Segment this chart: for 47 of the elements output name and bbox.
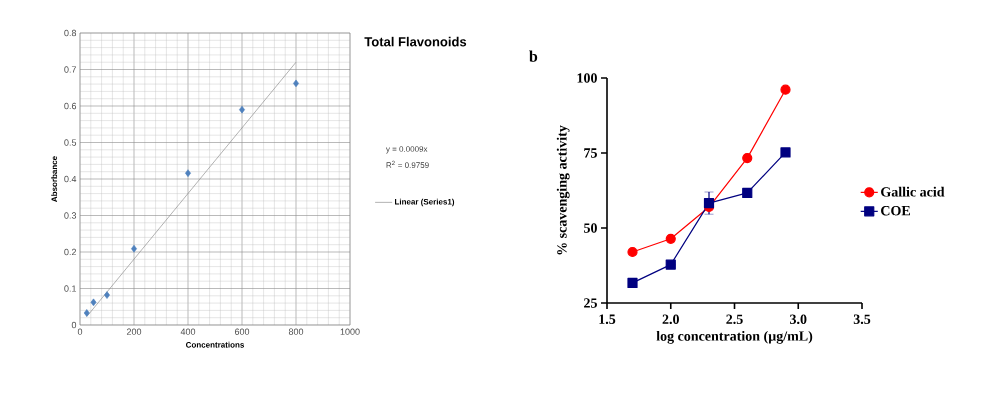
text: R$^{2}$ = 0.9759	[386, 160, 429, 168]
y-tick-label: 25	[584, 298, 597, 308]
point	[627, 246, 638, 258]
point	[742, 153, 753, 164]
legend-label: Linear (Series1)	[395, 198, 455, 207]
x-tick-label: 1.5	[599, 314, 616, 324]
point	[185, 169, 191, 177]
legend-label: COE	[881, 205, 910, 216]
x-tick-label: 600	[234, 328, 250, 335]
x-tick-label: 3.5	[853, 314, 871, 325]
chart-title: b	[529, 50, 538, 62]
point	[780, 147, 791, 158]
x-tick-label: 1000	[340, 328, 360, 335]
y-tick-label: 75	[584, 148, 597, 158]
x-tick-label: 200	[126, 328, 142, 335]
y-tick-label: 0.4	[64, 175, 77, 183]
point	[665, 259, 676, 270]
y-tick-label: 0.2	[64, 248, 77, 256]
y-tick-label: 0.1	[64, 285, 77, 292]
point	[627, 277, 638, 288]
point	[703, 198, 715, 209]
point	[665, 233, 676, 244]
y-axis-title: Absorbance	[51, 156, 58, 202]
y-tick-label: 0.8	[64, 29, 77, 37]
point	[104, 291, 110, 299]
x-tick-label: 3.0	[790, 314, 807, 325]
y-tick-label: 0.6	[64, 102, 77, 110]
text: Total Flavonoids	[364, 36, 467, 47]
y-tick-label: 0.3	[64, 212, 77, 219]
y-tick-label: 50	[584, 223, 597, 233]
point	[742, 187, 753, 198]
x-tick-label: 400	[180, 328, 196, 335]
y-tick-label: 0.5	[64, 139, 77, 146]
x-axis-title: log concentration (µg/mL)	[656, 330, 813, 344]
point	[83, 309, 90, 317]
legend-label: Gallic acid	[881, 186, 945, 197]
text: y = 0.0009x	[385, 146, 428, 154]
point	[90, 298, 97, 307]
x-tick-label: 2.5	[726, 314, 743, 325]
x-tick-label: 0	[77, 328, 83, 335]
point	[780, 84, 791, 95]
x-tick-label: 2.0	[662, 314, 679, 325]
y-axis-title: % scavenging activity	[556, 125, 570, 255]
x-axis-title: Concentrations	[186, 341, 245, 348]
y-tick-label: 0.7	[64, 66, 77, 73]
x-tick-label: 800	[288, 328, 304, 335]
y-tick-label: 100	[577, 73, 597, 83]
